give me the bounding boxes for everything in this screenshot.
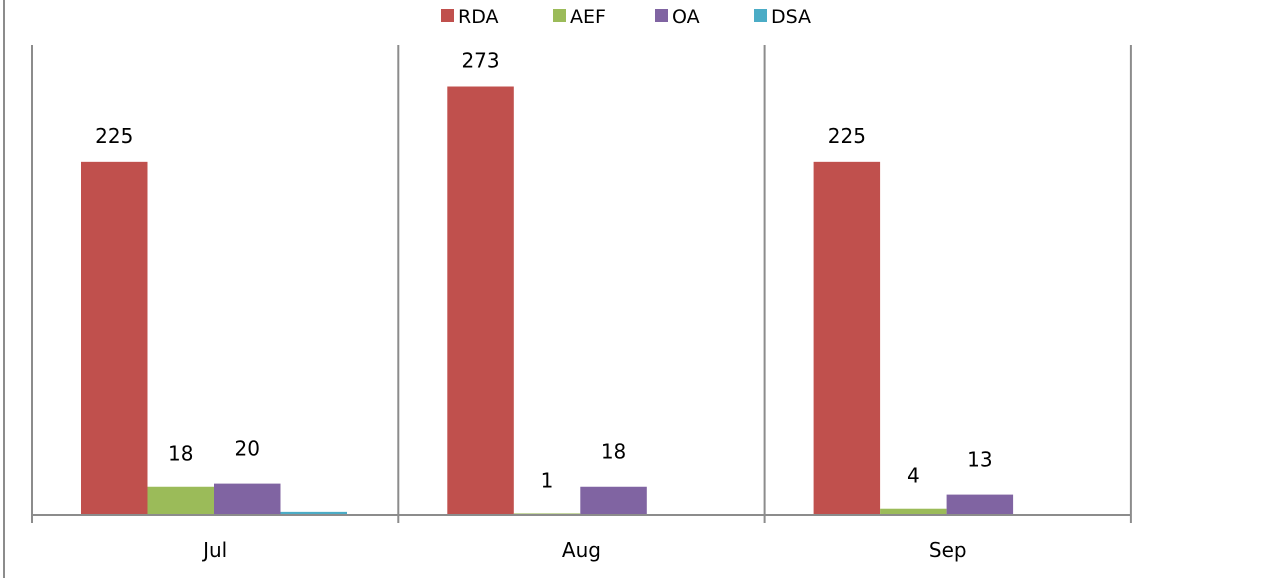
bar-oa-aug (580, 486, 647, 515)
bar-rda-aug (447, 86, 514, 515)
legend-swatch-rda (441, 9, 454, 22)
bar-aef-jul (147, 486, 214, 515)
bar-dsa-jul (280, 511, 347, 515)
data-label-aef-sep: 4 (907, 464, 920, 488)
legend-swatch-aef (553, 9, 566, 22)
data-label-rda-aug: 273 (461, 49, 499, 73)
data-label-rda-sep: 225 (828, 124, 866, 148)
data-label-oa-aug: 18 (601, 440, 626, 464)
data-label-oa-jul: 20 (235, 437, 260, 461)
bar-rda-jul (81, 161, 148, 516)
data-label-rda-jul: 225 (95, 124, 133, 148)
legend-label-dsa: DSA (771, 6, 811, 28)
legend-swatch-dsa (754, 9, 767, 22)
data-label-aef-jul: 18 (168, 442, 193, 466)
chart-legend: RDA AEF OA DSA (441, 6, 811, 28)
data-label-oa-sep: 13 (967, 448, 992, 472)
x-tick-label-aug: Aug (562, 538, 601, 562)
bar-oa-jul (214, 483, 281, 515)
x-tick-label-sep: Sep (929, 538, 967, 562)
legend-label-rda: RDA (458, 6, 499, 28)
legend-label-oa: OA (672, 6, 700, 28)
bar-rda-sep (813, 161, 881, 516)
data-label-aef-aug: 1 (541, 468, 554, 492)
plot-area: 225 273 225 18 1 4 20 18 13 Jul Aug Sep (31, 45, 1132, 562)
x-tick-label-jul: Jul (201, 538, 227, 562)
bar-aef-sep (880, 508, 947, 515)
legend-swatch-oa (655, 9, 668, 22)
legend-label-aef: AEF (570, 6, 606, 28)
chart-frame-border (3, 0, 5, 578)
bar-oa-sep (946, 494, 1014, 515)
